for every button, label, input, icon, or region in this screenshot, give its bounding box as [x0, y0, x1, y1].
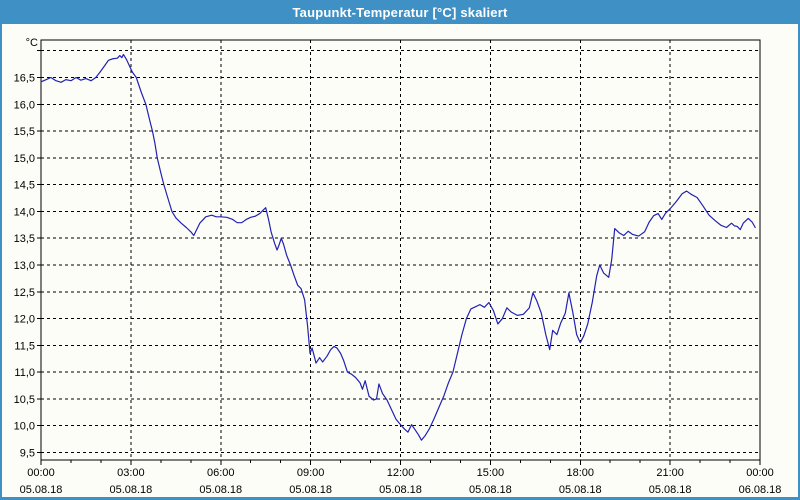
x-tick-date-label: 05.08.18 [20, 484, 63, 496]
y-tick-label: 14,5 [14, 180, 35, 192]
chart-canvas: 9,5 10,0 10,5 11,0 11,5 12,0 12,5 13,0 13,5 14,0 1… [14, 37, 782, 496]
x-tick-time-label: 00:00 [746, 467, 774, 479]
y-axis-unit-label: °C [26, 37, 38, 49]
y-tick-label: 13,5 [14, 233, 35, 245]
y-tick-label: 13,0 [14, 260, 35, 272]
x-axis-labels: 00:00 05.08.18 03:00 05.08.18 06:00 05.08.18 0… [20, 460, 782, 496]
x-tick-time-label: 21:00 [656, 467, 684, 479]
y-tick-label: 12,0 [14, 314, 35, 326]
series-polyline [40, 53, 756, 441]
y-axis-labels: 9,5 10,0 10,5 11,0 11,5 12,0 12,5 13,0 13,5 14,0 1… [14, 50, 41, 460]
y-tick-label: 16,0 [14, 99, 35, 111]
y-tick-label: 16,5 [14, 73, 35, 85]
x-tick-date-label: 05.08.18 [559, 484, 602, 496]
chart-area: 9,5 10,0 10,5 11,0 11,5 12,0 12,5 13,0 13,5 14,0 1… [2, 24, 798, 497]
x-tick-time-label: 09:00 [297, 467, 325, 479]
x-tick-date-label: 05.08.18 [289, 484, 332, 496]
x-tick-time-label: 03:00 [117, 467, 145, 479]
x-tick-date-label: 06.08.18 [739, 484, 782, 496]
x-tick-time-label: 12:00 [387, 467, 415, 479]
y-tick-label: 11,0 [14, 367, 35, 379]
x-tick-time-label: 15:00 [477, 467, 505, 479]
y-tick-label: 15,5 [14, 126, 35, 138]
y-tick-label: 10,5 [14, 394, 35, 406]
x-tick-time-label: 00:00 [27, 467, 55, 479]
y-tick-label: 14,0 [14, 206, 35, 218]
window-title: Taupunkt-Temperatur [°C] skaliert [292, 4, 508, 20]
y-tick-label: 12,5 [14, 287, 35, 299]
title-bar[interactable]: Taupunkt-Temperatur [°C] skaliert [2, 0, 798, 24]
x-tick-date-label: 05.08.18 [649, 484, 692, 496]
y-tick-label: 15,0 [14, 153, 35, 165]
x-tick-date-label: 05.08.18 [379, 484, 422, 496]
x-gridlines [130, 40, 671, 460]
x-tick-date-label: 05.08.18 [469, 484, 512, 496]
x-tick-time-label: 18:00 [566, 467, 594, 479]
x-tick-time-label: 06:00 [207, 467, 235, 479]
y-tick-label: 11,5 [14, 340, 35, 352]
y-tick-label: 10,0 [14, 421, 35, 433]
x-tick-date-label: 05.08.18 [109, 484, 152, 496]
y-tick-label: 9,5 [20, 448, 35, 460]
x-tick-date-label: 05.08.18 [199, 484, 242, 496]
